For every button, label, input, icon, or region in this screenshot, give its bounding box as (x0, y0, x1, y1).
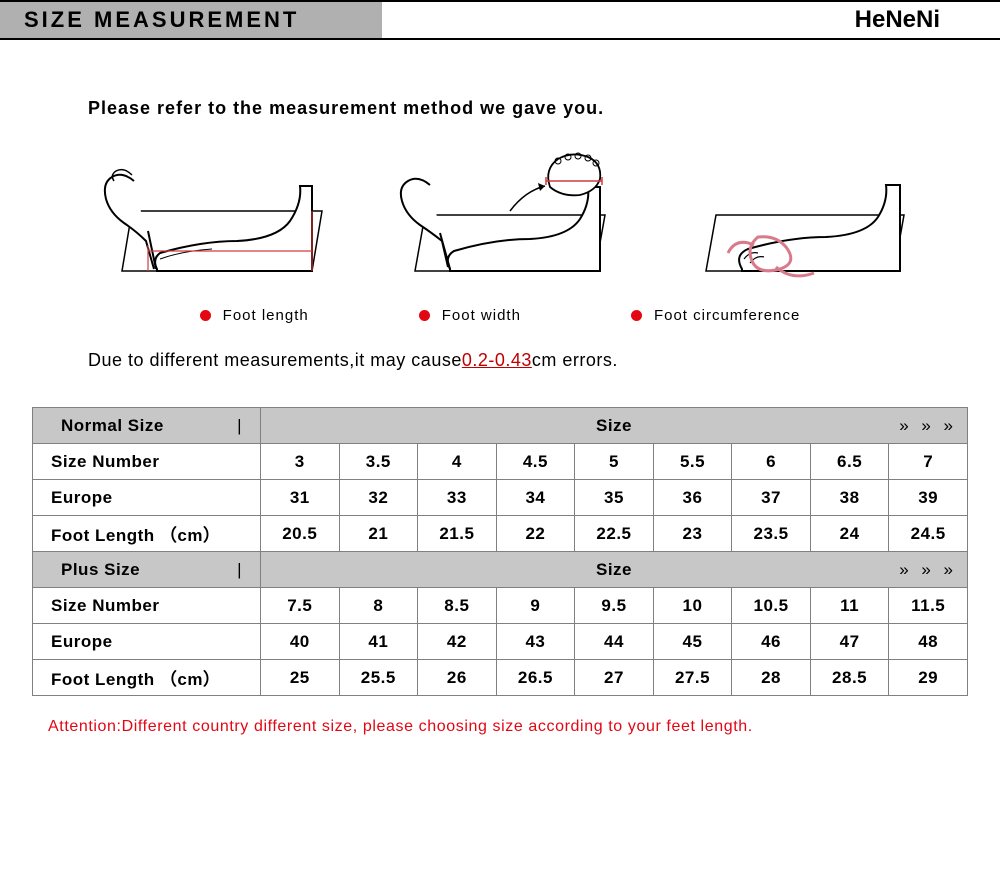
size-header: Size (596, 416, 632, 435)
row-normal-size-number: Size Number 3 3.5 4 4.5 5 5.5 6 6.5 7 (33, 444, 968, 480)
size-table: Normal Size| Size » » » Size Number 3 3.… (32, 407, 968, 696)
red-dot-icon (631, 310, 642, 321)
red-dot-icon (419, 310, 430, 321)
diagram-row (60, 141, 940, 291)
header-title: SIZE MEASUREMENT (0, 2, 382, 38)
legend-foot-circumference: Foot circumference (631, 307, 800, 324)
arrows-icon: » » » (899, 560, 957, 580)
foot-circumference-illustration (658, 141, 938, 291)
row-plus-foot-length: Foot Length （cm） 25 25.5 26 26.5 27 27.5… (33, 660, 968, 696)
row-plus-size-number: Size Number 7.5 8 8.5 9 9.5 10 10.5 11 1… (33, 588, 968, 624)
intro-text: Please refer to the measurement method w… (88, 98, 1000, 119)
note-prefix: Due to different measurements,it may cau… (88, 350, 462, 370)
header-bar: SIZE MEASUREMENT HeNeNi (0, 2, 1000, 40)
note-error-range: 0.2-0.43 (462, 350, 532, 370)
attention-note: Attention:Different country different si… (48, 718, 1000, 736)
legend-label-circ: Foot circumference (654, 307, 800, 324)
legend-foot-width: Foot width (419, 307, 521, 324)
row-normal-foot-length: Foot Length （cm） 20.5 21 21.5 22 22.5 23… (33, 516, 968, 552)
arrows-icon: » » » (899, 416, 957, 436)
row-normal-europe: Europe 31 32 33 34 35 36 37 38 39 (33, 480, 968, 516)
foot-length-illustration (62, 141, 342, 291)
row-plus-europe: Europe 40 41 42 43 44 45 46 47 48 (33, 624, 968, 660)
legend-label-width: Foot width (442, 307, 521, 324)
note-suffix: cm errors. (532, 350, 618, 370)
foot-width-illustration (360, 141, 640, 291)
size-header: Size (596, 560, 632, 579)
legend-row: Foot length Foot width Foot circumferenc… (0, 307, 1000, 324)
diagram-foot-length (62, 141, 342, 291)
error-note: Due to different measurements,it may cau… (88, 350, 1000, 371)
diagram-foot-circumference (658, 141, 938, 291)
brand-name: HeNeNi (382, 2, 1000, 38)
legend-label-length: Foot length (223, 307, 309, 324)
legend-foot-length: Foot length (200, 307, 309, 324)
section-header-plus: Plus Size| Size » » » (33, 552, 968, 588)
section-header-normal: Normal Size| Size » » » (33, 408, 968, 444)
diagram-foot-width (360, 141, 640, 291)
red-dot-icon (200, 310, 211, 321)
